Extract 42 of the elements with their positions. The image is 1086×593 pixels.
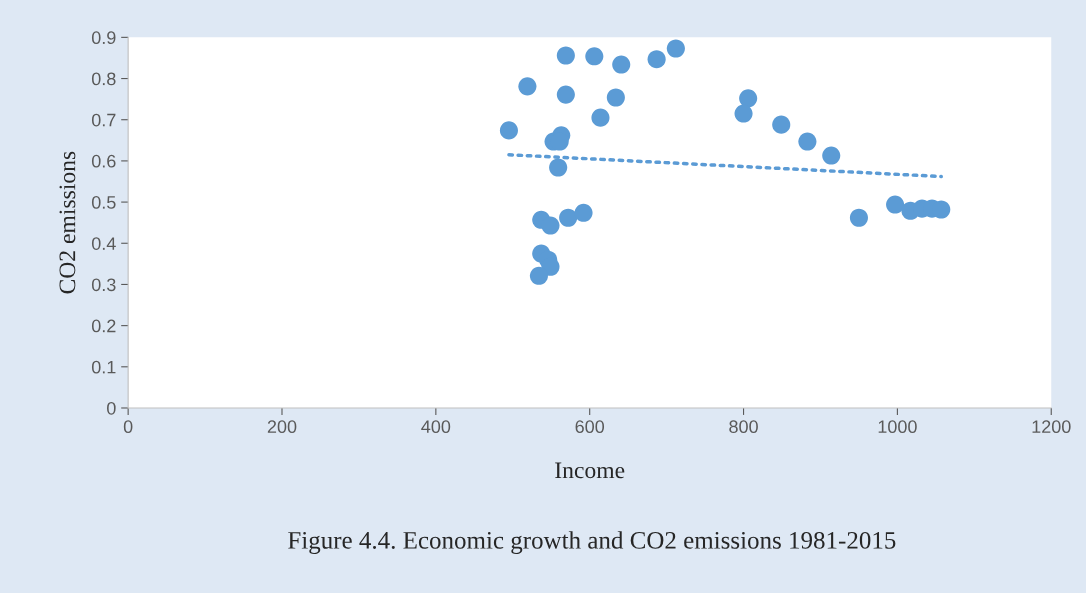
y-tick-label: 0.1 bbox=[91, 360, 116, 374]
y-tick-label: 0.5 bbox=[91, 196, 116, 209]
y-tick-label: 0.9 bbox=[91, 31, 116, 45]
x-tick-label: 0 bbox=[123, 420, 133, 434]
x-tick-label: 1000 bbox=[878, 420, 917, 434]
y-axis-title: CO2 emissions bbox=[59, 151, 76, 294]
point bbox=[518, 77, 537, 96]
point bbox=[666, 39, 685, 58]
point bbox=[772, 115, 791, 134]
point bbox=[798, 132, 817, 151]
point bbox=[849, 208, 868, 227]
point bbox=[556, 85, 575, 104]
y-tick-label: 0.4 bbox=[91, 237, 116, 250]
point bbox=[612, 55, 631, 74]
y-tick-label: 0.7 bbox=[91, 113, 116, 127]
point bbox=[529, 266, 548, 285]
point bbox=[886, 195, 905, 214]
x-tick-label: 200 bbox=[267, 420, 297, 434]
point bbox=[585, 47, 604, 66]
x-tick-label: 800 bbox=[729, 420, 758, 434]
point bbox=[574, 203, 593, 222]
point bbox=[739, 89, 758, 108]
point bbox=[647, 50, 666, 69]
point bbox=[559, 208, 578, 227]
point bbox=[549, 158, 568, 177]
y-tick-label: 0.2 bbox=[91, 319, 116, 333]
point bbox=[556, 46, 575, 65]
y-tick-label: 0 bbox=[107, 401, 116, 415]
point bbox=[734, 104, 753, 123]
point bbox=[499, 121, 518, 140]
point bbox=[606, 88, 625, 107]
y-tick-label: 0.3 bbox=[91, 278, 116, 292]
point bbox=[591, 108, 610, 127]
point bbox=[822, 146, 841, 165]
x-tick-label: 1200 bbox=[1032, 420, 1071, 434]
x-tick-label: 400 bbox=[421, 420, 451, 434]
point bbox=[541, 216, 560, 235]
text: Figure 4.4. Economic growth and CO2 emissions 1981-2015 bbox=[288, 531, 896, 554]
x-tick-label: 600 bbox=[575, 420, 605, 434]
y-tick-label: 0.8 bbox=[91, 72, 116, 86]
x-axis-title: Income bbox=[555, 462, 625, 479]
y-tick-label: 0.6 bbox=[91, 154, 116, 168]
